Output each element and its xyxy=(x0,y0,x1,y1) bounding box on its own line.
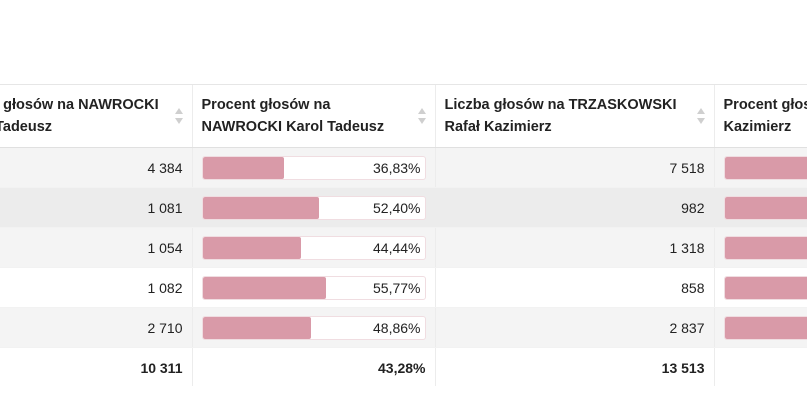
header-label: Liczba głosów na NAWROCKI Karol Tadeusz xyxy=(0,97,159,135)
percent-bar-fill xyxy=(724,156,807,179)
cell-nawrocki-percent: 36,83% xyxy=(191,147,435,188)
percent-label: 36,83% xyxy=(373,159,421,176)
cell-trzaskowski-votes: 982 xyxy=(434,187,714,228)
percent-bar-fill xyxy=(202,276,327,299)
results-table: Liczba głosów na NAWROCKI Karol Tadeusz … xyxy=(0,84,807,386)
cell-trzaskowski-percent xyxy=(713,147,807,188)
header-trzaskowski-votes[interactable]: Liczba głosów na TRZASKOWSKI Rafał Kazim… xyxy=(434,84,714,148)
percent-label: 48,86% xyxy=(373,319,421,336)
cell-nawrocki-percent: 48,86% xyxy=(191,307,435,348)
cell-nawrocki-votes: 1 082 xyxy=(0,267,192,308)
percent-bar: 44,44% xyxy=(201,235,426,260)
cell-trzaskowski-percent xyxy=(713,307,807,348)
header-label: Liczba głosów na TRZASKOWSKI Rafał Kazim… xyxy=(444,97,677,135)
percent-label: 55,77% xyxy=(373,279,421,296)
percent-bar xyxy=(723,315,807,340)
sort-icon[interactable] xyxy=(417,107,427,125)
table-row: 1 082 55,77% 858 xyxy=(0,267,807,308)
cell-trzaskowski-votes: 858 xyxy=(434,267,714,308)
percent-bar-fill xyxy=(202,156,285,179)
cell-nawrocki-votes: 1 054 xyxy=(0,227,192,268)
percent-bar xyxy=(723,275,807,300)
total-nawrocki-votes: 10 311 xyxy=(0,347,192,386)
table-row: 1 081 52,40% 982 xyxy=(0,187,807,228)
cell-nawrocki-percent: 44,44% xyxy=(191,227,435,268)
results-table-viewport: Liczba głosów na NAWROCKI Karol Tadeusz … xyxy=(0,84,807,386)
percent-bar-fill xyxy=(724,236,807,259)
percent-bar-fill xyxy=(202,196,319,219)
percent-bar-fill xyxy=(724,196,807,219)
percent-bar xyxy=(723,195,807,220)
cell-nawrocki-percent: 52,40% xyxy=(191,187,435,228)
total-nawrocki-percent: 43,28% xyxy=(191,347,435,386)
cell-trzaskowski-votes: 2 837 xyxy=(434,307,714,348)
header-trzaskowski-percent[interactable]: Procent głosów na TRZASKOWSKI Rafał Kazi… xyxy=(713,84,807,148)
percent-bar: 48,86% xyxy=(201,315,426,340)
percent-bar xyxy=(723,235,807,260)
cell-trzaskowski-percent xyxy=(713,227,807,268)
header-nawrocki-votes[interactable]: Liczba głosów na NAWROCKI Karol Tadeusz xyxy=(0,84,192,148)
total-trzaskowski-votes: 13 513 xyxy=(434,347,714,386)
percent-bar: 55,77% xyxy=(201,275,426,300)
table-row: 4 384 36,83% 7 518 xyxy=(0,147,807,188)
totals-row: 10 311 43,28% 13 513 xyxy=(0,347,807,386)
percent-bar-fill xyxy=(202,316,311,339)
cell-trzaskowski-votes: 1 318 xyxy=(434,227,714,268)
percent-bar xyxy=(723,155,807,180)
sort-icon[interactable] xyxy=(696,107,706,125)
percent-bar-fill xyxy=(724,276,807,299)
percent-bar: 52,40% xyxy=(201,195,426,220)
cell-nawrocki-votes: 2 710 xyxy=(0,307,192,348)
cell-nawrocki-percent: 55,77% xyxy=(191,267,435,308)
cell-nawrocki-votes: 4 384 xyxy=(0,147,192,188)
cell-nawrocki-votes: 1 081 xyxy=(0,187,192,228)
percent-bar: 36,83% xyxy=(201,155,426,180)
percent-bar-fill xyxy=(724,316,807,339)
header-label: Procent głosów na TRZASKOWSKI Rafał Kazi… xyxy=(723,97,807,135)
cell-trzaskowski-votes: 7 518 xyxy=(434,147,714,188)
percent-label: 52,40% xyxy=(373,199,421,216)
cell-trzaskowski-percent xyxy=(713,267,807,308)
table-row: 1 054 44,44% 1 318 xyxy=(0,227,807,268)
percent-label: 44,44% xyxy=(373,239,421,256)
sort-icon[interactable] xyxy=(174,107,184,125)
percent-bar-fill xyxy=(202,236,302,259)
table-row: 2 710 48,86% 2 837 xyxy=(0,307,807,348)
header-label: Procent głosów na NAWROCKI Karol Tadeusz xyxy=(201,97,385,135)
total-trzaskowski-percent xyxy=(713,347,807,386)
cell-trzaskowski-percent xyxy=(713,187,807,228)
table-header-row: Liczba głosów na NAWROCKI Karol Tadeusz … xyxy=(0,84,807,148)
header-nawrocki-percent[interactable]: Procent głosów na NAWROCKI Karol Tadeusz xyxy=(191,84,435,148)
